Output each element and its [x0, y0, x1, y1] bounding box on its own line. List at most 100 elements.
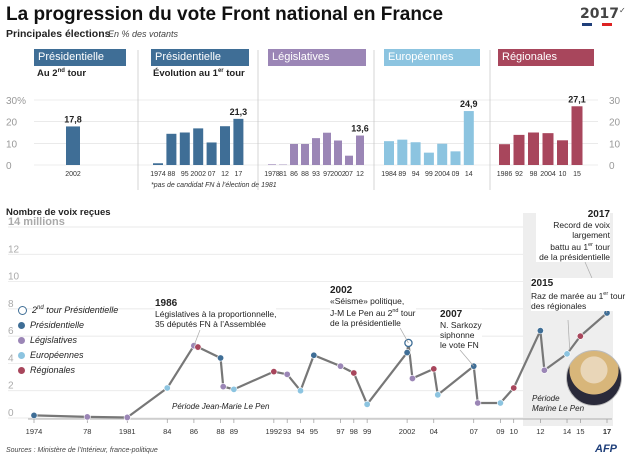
annotation-leader — [459, 349, 475, 367]
bar-y-tick-left: 10 — [6, 139, 18, 150]
period-marine-le-pen-2: Marine Le Pen — [532, 404, 585, 413]
bar-x-tick-eur: 2004 — [434, 171, 450, 178]
bar-reg-10 — [557, 140, 568, 165]
point-eur-1989 — [230, 385, 238, 393]
line-x-tick-label: 14 — [563, 427, 571, 436]
point-reg-2004 — [430, 365, 438, 373]
legend-marker — [18, 337, 25, 345]
bar-x-tick-pres1: 07 — [208, 171, 216, 178]
point-leg-2002 — [408, 374, 416, 382]
line-x-tick-label: 95 — [310, 427, 318, 436]
annotation-2015: 2015 Raz de marée au 1er tour des région… — [531, 278, 626, 311]
bar-x-tick-eur: 1984 — [381, 171, 397, 178]
bar-y-tick-right: 0 — [609, 161, 615, 172]
bar-x-tick-pres1: 95 — [181, 171, 189, 178]
bar-x-tick-leg: 97 — [323, 171, 331, 178]
legend-item-leg: Législatives — [18, 335, 77, 345]
bar-leg-2002 — [334, 140, 342, 165]
year-logo: 2017✓ — [580, 6, 626, 22]
bar-x-tick-leg: 88 — [301, 171, 309, 178]
bar-y-tick-left: 30% — [6, 96, 26, 107]
bar-x-tick-reg: 15 — [573, 171, 581, 178]
bar-reg-2004 — [542, 133, 554, 165]
line-x-tick-label: 99 — [363, 427, 371, 436]
point-pres1-1988 — [217, 354, 225, 362]
annotation-2015-year: 2015 — [531, 278, 554, 289]
bar-pres1-88 — [166, 133, 177, 165]
point-pres1-2012 — [536, 327, 544, 335]
bar-pres1-07 — [206, 142, 217, 165]
bar-reg-15 — [571, 106, 583, 165]
bar-x-tick-eur: 99 — [425, 171, 433, 178]
bar-x-tick-reg: 2004 — [540, 171, 556, 178]
line-x-tick-label: 10 — [510, 427, 518, 436]
point-pres1-2002 — [403, 349, 411, 357]
point-leg-1981 — [123, 413, 131, 421]
line-x-tick-label: 04 — [430, 427, 438, 436]
panel-header-eur: Européennes — [384, 49, 480, 66]
legend-item-pres1: Présidentielle — [18, 320, 84, 330]
line-y-tick: 14 millions — [8, 216, 65, 228]
bar-data-label-pres2: 17,8 — [64, 114, 82, 124]
annotation-leader — [567, 319, 571, 350]
point-eur-2009 — [496, 399, 504, 407]
line-y-tick: 8 — [8, 299, 14, 310]
point-leg-2012 — [540, 366, 548, 374]
bar-x-tick-pres1: 88 — [168, 171, 176, 178]
bar-data-label-pres1: 21,3 — [230, 107, 248, 117]
annotation-leader — [193, 329, 201, 346]
bar-pres1-2002 — [193, 128, 204, 165]
bar-leg-88 — [301, 143, 309, 165]
point-eur-2014 — [563, 350, 571, 358]
line-x-tick-label: 15 — [576, 427, 584, 436]
bar-x-tick-leg: 1978 — [264, 171, 280, 178]
point-leg-1988 — [219, 383, 227, 391]
section-title-voices: Nombre de voix reçues — [6, 207, 111, 218]
bar-x-tick-pres2: 2002 — [65, 171, 81, 178]
bar-leg-86 — [290, 143, 298, 165]
point-reg-2015 — [576, 332, 584, 340]
line-x-tick-label: 88 — [216, 427, 224, 436]
bar-data-label-reg: 27,1 — [568, 94, 586, 104]
annotation-2002-year: 2002 — [330, 285, 353, 296]
bar-y-tick-right: 30 — [609, 96, 621, 107]
line-x-tick-label: 84 — [163, 427, 171, 436]
annotation-1986: 1986 Législatives à la proportionnelle, … — [155, 298, 277, 329]
point-leg-2007 — [474, 399, 482, 407]
line-y-tick: 0 — [8, 408, 14, 419]
bar-pres1-12 — [220, 126, 230, 165]
bar-x-tick-reg: 1986 — [497, 171, 513, 178]
bar-y-tick-left: 0 — [6, 161, 12, 172]
bar-eur-89 — [397, 139, 408, 165]
point-reg-1986 — [194, 343, 202, 351]
bar-x-tick-reg: 92 — [515, 171, 523, 178]
point-eur-1999 — [363, 400, 371, 408]
bar-data-label-leg: 13,6 — [351, 124, 369, 134]
line-x-tick-label: 12 — [536, 427, 544, 436]
line-x-tick-label: 1974 — [26, 427, 43, 436]
bar-x-tick-eur: 94 — [412, 171, 420, 178]
bar-data-label-eur: 24,9 — [460, 99, 478, 109]
point-leg-1993 — [283, 370, 291, 378]
bar-pres2-2002 — [66, 126, 80, 165]
legend-item-pres2: 2nd tour Présidentielle — [18, 305, 118, 316]
annotation-2007: 2007 N. Sarkozy siphonne le vote FN — [440, 309, 482, 350]
line-y-tick: 12 — [8, 244, 20, 255]
bar-x-tick-pres1: 17 — [235, 171, 243, 178]
bar-y-tick-left: 20 — [6, 118, 18, 129]
annotation-2007-year: 2007 — [440, 309, 463, 320]
point-reg-2010 — [510, 384, 518, 392]
bar-x-tick-eur: 89 — [398, 171, 406, 178]
bar-eur-99 — [423, 152, 434, 165]
line-x-tick-label: 93 — [283, 427, 291, 436]
pres1-sublabel: Évolution au 1er tour — [153, 68, 245, 80]
bar-pres1-17 — [233, 118, 244, 165]
point-eur-1994 — [297, 387, 305, 395]
page-title: La progression du vote Front national en… — [6, 4, 444, 25]
year-logo-text: 2017 — [580, 6, 619, 22]
period-jm-le-pen: Période Jean-Marie Le Pen — [172, 402, 270, 411]
legend-marker — [18, 367, 25, 375]
bar-leg-12 — [356, 135, 364, 165]
bar-pres1-1974 — [153, 163, 163, 165]
